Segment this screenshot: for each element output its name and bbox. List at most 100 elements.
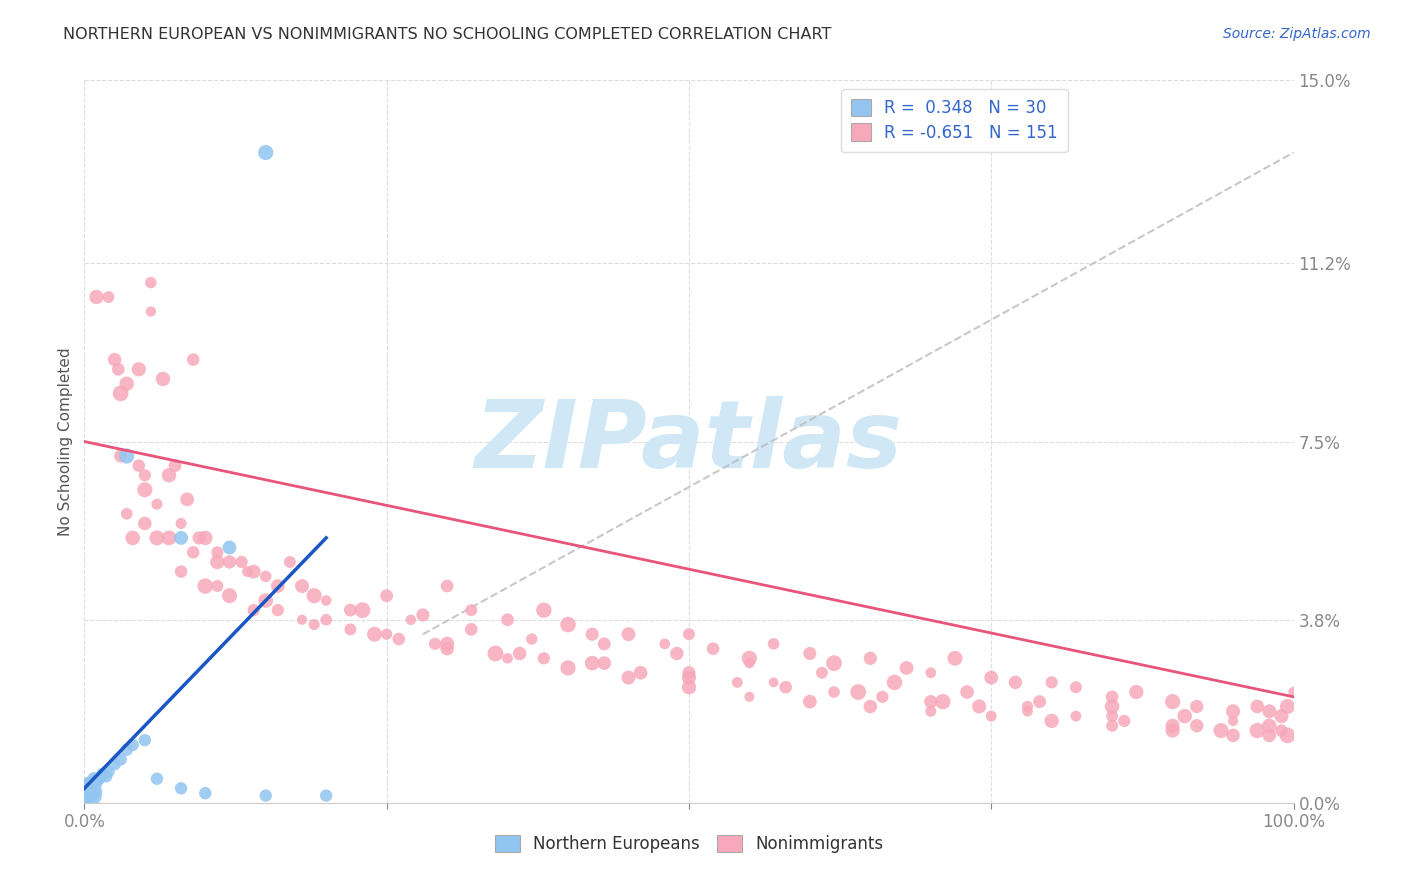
Point [678, 680, 700, 694]
Point [1101, 690, 1123, 704]
Point [1282, 685, 1305, 699]
Point [617, 671, 640, 685]
Point [181, 545, 204, 559]
Point [104, 352, 127, 367]
Point [412, 607, 434, 622]
Point [932, 695, 955, 709]
Point [94, 769, 117, 783]
Point [859, 699, 882, 714]
Point [146, 531, 169, 545]
Point [176, 492, 198, 507]
Point [157, 468, 180, 483]
Point [79, 776, 101, 790]
Point [436, 641, 458, 656]
Point [128, 362, 150, 376]
Point [207, 555, 229, 569]
Point [775, 680, 797, 694]
Point [80, 779, 103, 793]
Point [1004, 675, 1026, 690]
Point [170, 565, 193, 579]
Point [617, 627, 640, 641]
Point [1101, 699, 1123, 714]
Point [77, 784, 100, 798]
Point [84, 776, 107, 790]
Point [181, 352, 204, 367]
Point [146, 772, 169, 786]
Point [1258, 704, 1281, 718]
Point [943, 651, 966, 665]
Point [254, 145, 277, 160]
Point [678, 665, 700, 680]
Point [520, 632, 543, 646]
Point [557, 617, 579, 632]
Point [872, 690, 894, 704]
Point [352, 603, 374, 617]
Point [139, 304, 162, 318]
Point [218, 555, 240, 569]
Point [194, 531, 217, 545]
Point [121, 738, 143, 752]
Point [1246, 723, 1268, 738]
Point [146, 497, 169, 511]
Point [1277, 699, 1299, 714]
Point [315, 789, 337, 803]
Point [533, 603, 555, 617]
Point [1174, 709, 1197, 723]
Point [1017, 704, 1039, 718]
Point [593, 637, 616, 651]
Point [725, 675, 748, 690]
Point [436, 579, 458, 593]
Point [165, 458, 187, 473]
Point [242, 603, 264, 617]
Point [339, 623, 361, 637]
Point [896, 661, 918, 675]
Point [388, 632, 411, 646]
Point [170, 516, 193, 531]
Point [811, 665, 834, 680]
Point [678, 627, 700, 641]
Point [799, 647, 821, 661]
Point [315, 593, 337, 607]
Point [115, 376, 138, 391]
Point [654, 637, 676, 651]
Point [121, 531, 143, 545]
Text: ZIPatlas: ZIPatlas [475, 395, 903, 488]
Point [823, 685, 845, 699]
Point [557, 661, 579, 675]
Point [87, 772, 110, 786]
Point [920, 704, 942, 718]
Point [110, 386, 132, 401]
Point [1125, 685, 1147, 699]
Point [375, 627, 398, 641]
Point [82, 781, 104, 796]
Point [291, 613, 314, 627]
Point [97, 764, 120, 779]
Point [1270, 709, 1292, 723]
Point [134, 516, 156, 531]
Point [188, 531, 211, 545]
Point [1040, 675, 1063, 690]
Point [1064, 680, 1087, 694]
Point [484, 647, 506, 661]
Point [799, 695, 821, 709]
Point [91, 767, 114, 781]
Point [1101, 719, 1123, 733]
Point [110, 752, 132, 766]
Point [236, 565, 259, 579]
Point [115, 507, 138, 521]
Point [315, 613, 337, 627]
Point [1222, 728, 1244, 742]
Point [363, 627, 385, 641]
Text: NORTHERN EUROPEAN VS NONIMMIGRANTS NO SCHOOLING COMPLETED CORRELATION CHART: NORTHERN EUROPEAN VS NONIMMIGRANTS NO SC… [63, 27, 831, 42]
Point [665, 647, 688, 661]
Point [79, 789, 101, 803]
Point [86, 290, 108, 304]
Point [762, 637, 785, 651]
Point [967, 699, 990, 714]
Point [339, 603, 361, 617]
Point [291, 579, 314, 593]
Point [115, 743, 138, 757]
Point [581, 656, 603, 670]
Point [509, 647, 531, 661]
Point [920, 665, 942, 680]
